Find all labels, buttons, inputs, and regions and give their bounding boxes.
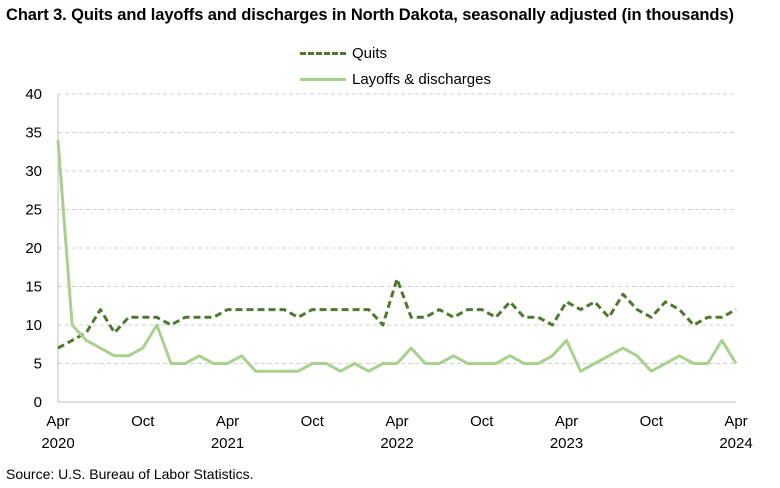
x-tick-year-label: 2023	[550, 435, 583, 452]
x-tick-year-label: 2020	[41, 435, 74, 452]
source-note: Source: U.S. Bureau of Labor Statistics.	[6, 466, 254, 482]
x-tick-label: Oct	[470, 413, 494, 430]
legend: Quits Layoffs & discharges	[300, 40, 491, 92]
y-tick-label: 15	[25, 279, 42, 296]
y-tick-label: 0	[34, 394, 42, 411]
y-tick-label: 25	[25, 202, 42, 219]
legend-swatch-quits	[300, 51, 346, 55]
x-tick-label: Apr	[724, 413, 747, 430]
y-tick-label: 10	[25, 317, 42, 334]
x-tick-year-label: 2022	[380, 435, 413, 452]
x-tick-label: Apr	[216, 413, 239, 430]
x-tick-label: Oct	[301, 413, 325, 430]
legend-item-quits: Quits	[300, 40, 491, 66]
x-tick-label: Oct	[131, 413, 155, 430]
x-tick-label: Apr	[46, 413, 69, 430]
x-tick-label: Apr	[555, 413, 578, 430]
legend-label-quits: Quits	[352, 44, 388, 62]
x-tick-label: Oct	[640, 413, 664, 430]
y-tick-label: 40	[25, 86, 42, 103]
y-tick-label: 30	[25, 163, 42, 180]
legend-swatch-layoffs	[300, 77, 346, 81]
x-tick-year-label: 2024	[719, 435, 752, 452]
x-tick-label: Apr	[385, 413, 408, 430]
x-tick-year-label: 2021	[211, 435, 244, 452]
y-tick-label: 5	[34, 356, 42, 373]
series-line-layoffs-discharges	[56, 140, 738, 373]
y-tick-label: 35	[25, 125, 42, 142]
chart-title: Chart 3. Quits and layoffs and discharge…	[6, 6, 734, 24]
legend-label-layoffs: Layoffs & discharges	[352, 70, 491, 88]
y-tick-label: 20	[25, 240, 42, 257]
series-line-quits	[57, 277, 737, 350]
legend-item-layoffs: Layoffs & discharges	[300, 66, 491, 92]
